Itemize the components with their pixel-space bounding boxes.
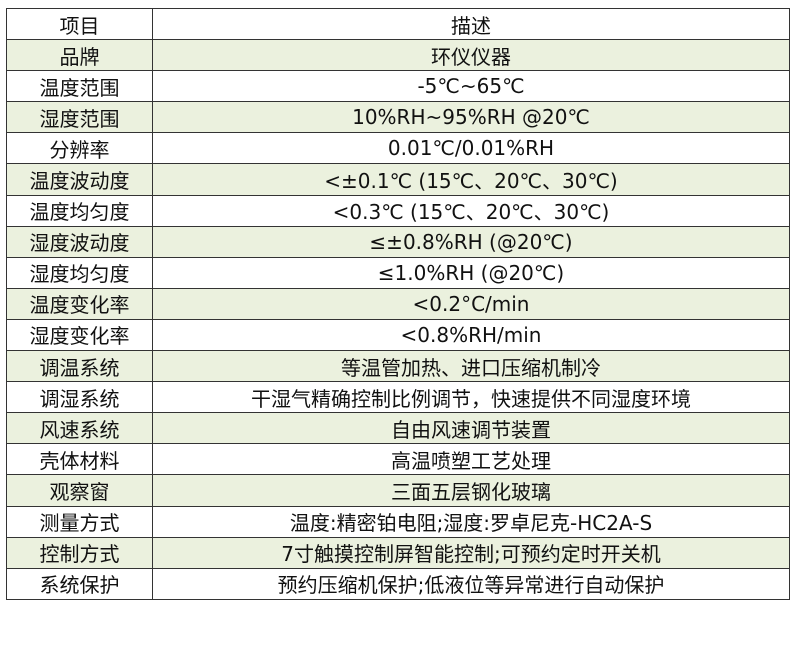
row-description: 高温喷塑工艺处理 [152,443,790,476]
table-row: 观察窗 三面五层钢化玻璃 [6,474,790,507]
row-item: 调温系统 [6,350,153,383]
row-description: ≤±0.8%RH (@20℃) [152,225,790,258]
table-row: 系统保护 预约压缩机保护;低液位等异常进行自动保护 [6,567,790,600]
table-row: 湿度均匀度 ≤1.0%RH (@20℃) [6,256,790,289]
row-item: 壳体材料 [6,443,153,476]
row-item: 系统保护 [6,567,153,600]
table-row: 温度范围 -5℃~65℃ [6,70,790,103]
row-description: <0.8%RH/min [152,318,790,352]
spec-table: 项目 描述 品牌 环仪仪器 温度范围 -5℃~65℃ 湿度范围 10%RH~95%RH @… [6,7,790,600]
row-description: <±0.1℃ (15℃、20℃、30℃) [152,163,790,196]
row-description: 等温管加热、进口压缩机制冷 [152,350,790,383]
table-row: 品牌 环仪仪器 [6,39,790,72]
row-item: 温度变化率 [6,287,153,320]
table-row: 湿度波动度 ≤±0.8%RH (@20℃) [6,225,790,258]
row-item: 温度均匀度 [6,194,153,227]
row-item: 温度范围 [6,70,153,103]
row-item: 湿度变化率 [6,318,153,352]
row-description: 0.01℃/0.01%RH [152,132,790,165]
table-row: 温度变化率 <0.2°C/min [6,287,790,320]
table-row: 湿度变化率 <0.8%RH/min [6,318,790,352]
table-row: 控制方式 7寸触摸控制屏智能控制;可预约定时开关机 [6,536,790,569]
row-description: <0.2°C/min [152,287,790,320]
table-row: 湿度范围 10%RH~95%RH @20℃ [6,101,790,134]
row-description: <0.3℃ (15℃、20℃、30℃) [152,194,790,227]
row-item: 风速系统 [6,412,153,445]
row-item: 湿度范围 [6,101,153,134]
row-description: 预约压缩机保护;低液位等异常进行自动保护 [152,567,790,600]
row-description: 三面五层钢化玻璃 [152,474,790,507]
row-description: 环仪仪器 [152,39,790,72]
row-description: 自由风速调节装置 [152,412,790,445]
row-description: -5℃~65℃ [152,70,790,103]
header-item: 项目 [6,7,153,41]
table-row: 温度均匀度 <0.3℃ (15℃、20℃、30℃) [6,194,790,227]
row-item: 分辨率 [6,132,153,165]
row-item: 观察窗 [6,474,153,507]
table-row: 调温系统 等温管加热、进口压缩机制冷 [6,350,790,383]
row-description: ≤1.0%RH (@20℃) [152,256,790,289]
row-item: 湿度均匀度 [6,256,153,289]
row-item: 温度波动度 [6,163,153,196]
row-item: 调湿系统 [6,381,153,414]
row-item: 品牌 [6,39,153,72]
table-row: 调湿系统 干湿气精确控制比例调节，快速提供不同湿度环境 [6,381,790,414]
table-row: 风速系统 自由风速调节装置 [6,412,790,445]
header-description: 描述 [152,7,790,41]
row-description: 干湿气精确控制比例调节，快速提供不同湿度环境 [152,381,790,414]
row-description: 7寸触摸控制屏智能控制;可预约定时开关机 [152,536,790,569]
row-item: 控制方式 [6,536,153,569]
row-item: 湿度波动度 [6,225,153,258]
row-description: 10%RH~95%RH @20℃ [152,101,790,134]
table-row: 温度波动度 <±0.1℃ (15℃、20℃、30℃) [6,163,790,196]
row-description: 温度:精密铂电阻;湿度:罗卓尼克-HC2A-S [152,505,790,538]
table-row: 分辨率 0.01℃/0.01%RH [6,132,790,165]
row-item: 测量方式 [6,505,153,538]
table-row: 测量方式 温度:精密铂电阻;湿度:罗卓尼克-HC2A-S [6,505,790,538]
table-row: 壳体材料 高温喷塑工艺处理 [6,443,790,476]
table-header-row: 项目 描述 [6,7,790,41]
